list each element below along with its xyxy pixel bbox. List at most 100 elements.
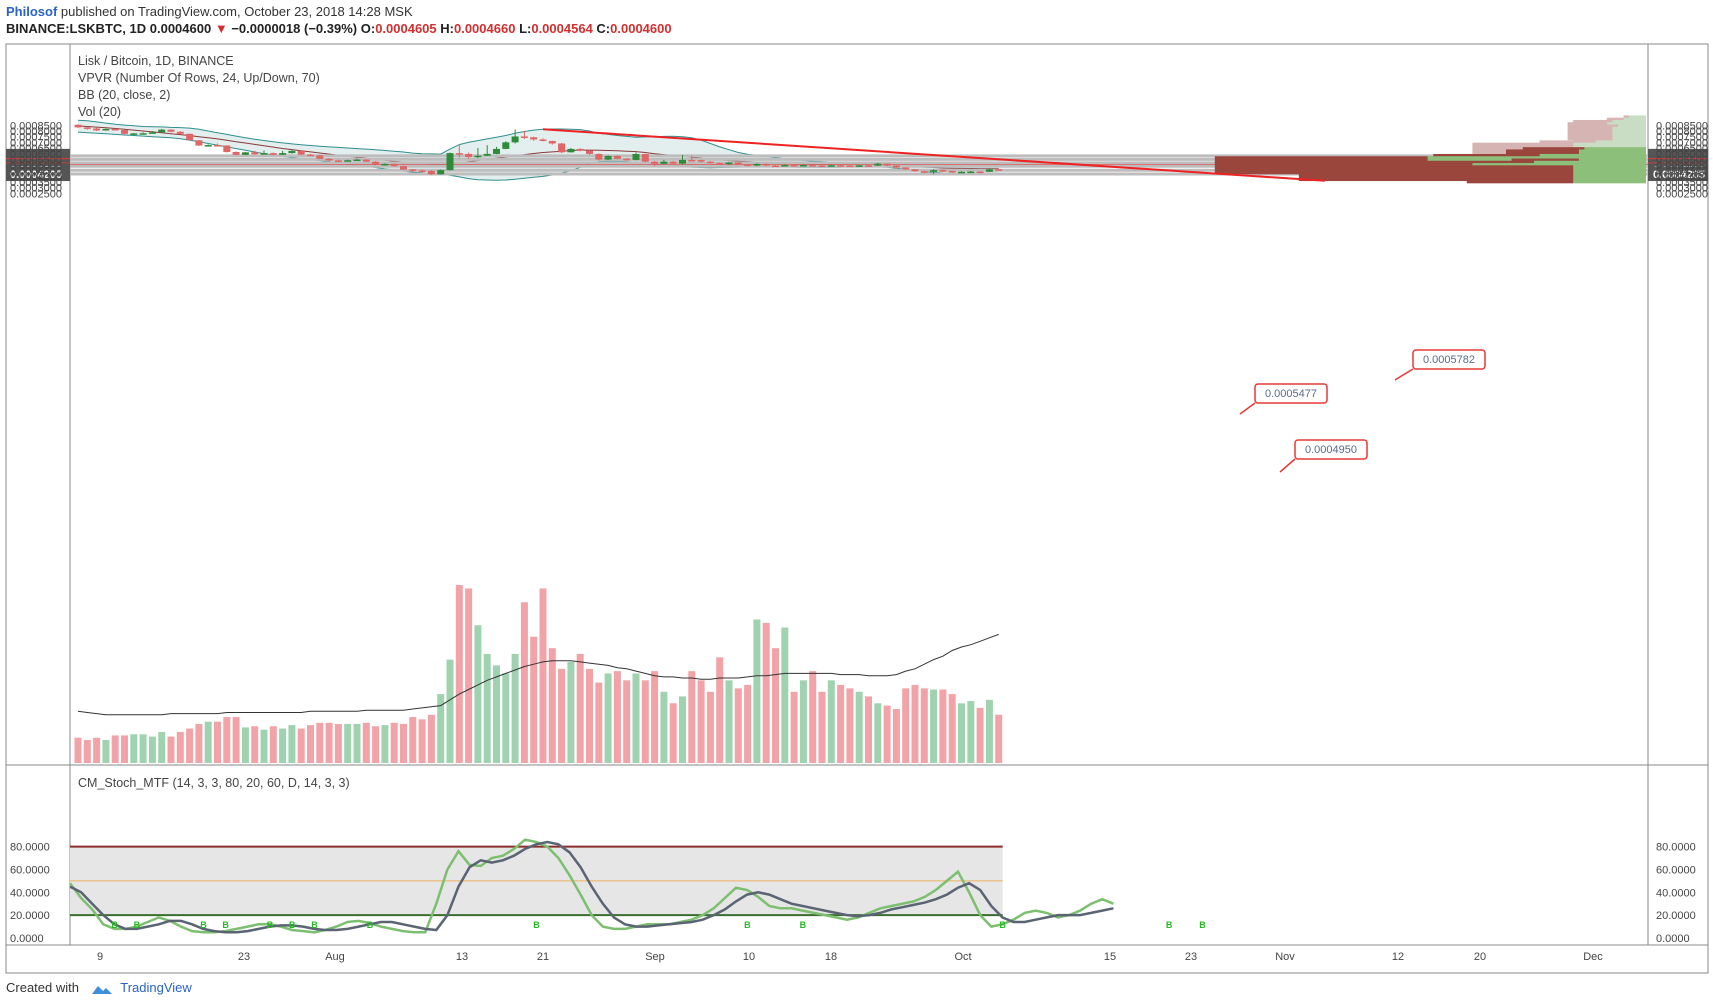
volume-bar [985, 699, 993, 763]
price-tick-right: 0.0006000 [1656, 149, 1708, 161]
volume-bar [167, 736, 175, 763]
callout-pointer [1394, 368, 1414, 381]
candle-body [716, 162, 724, 165]
candle-body [269, 153, 277, 155]
author-link[interactable]: Philosof [6, 4, 58, 19]
stoch-tick-left: 20.0000 [10, 910, 50, 922]
candle-body [781, 165, 789, 167]
buy-marker: B [267, 920, 274, 930]
volume-bar [595, 682, 603, 763]
candle-body [502, 142, 510, 149]
volume-bar [660, 691, 668, 763]
last-price: 0.0004600 [149, 21, 212, 36]
volume-bar [269, 726, 277, 763]
volume-bar [446, 659, 454, 763]
close-label: C: [596, 21, 611, 36]
volume-bar [427, 714, 435, 763]
volume-bar [883, 705, 891, 763]
candle-body [576, 148, 584, 151]
candle-body [418, 170, 426, 172]
price-tick-left: 0.0002500 [10, 188, 62, 200]
candle-body [772, 165, 779, 168]
candle-body [734, 162, 742, 165]
volume-bar [837, 684, 845, 763]
time-tick: Sep [645, 951, 665, 963]
volume-bar [809, 671, 817, 763]
price-tick-right: 0.0003500 [1656, 177, 1708, 189]
price-tick-right: 0.0002500 [1656, 188, 1708, 200]
candle-body [93, 128, 101, 131]
candle-body [586, 150, 593, 154]
candle-body [613, 155, 621, 159]
candle-body [102, 128, 110, 131]
candle-body [874, 163, 882, 166]
tradingview-link[interactable]: TradingView [120, 980, 192, 995]
candle-body [325, 158, 333, 161]
candle-body [920, 171, 928, 173]
candle-body [158, 129, 166, 133]
price-tick-left: 0.0008500 [10, 120, 62, 132]
candle-body [855, 165, 863, 167]
candle-body [204, 145, 212, 147]
volume-bar [948, 694, 956, 763]
price-tick-left: 0.0004500 [10, 166, 62, 178]
volume-bar [223, 717, 231, 763]
time-tick: 18 [825, 951, 837, 963]
stoch-tick-right: 40.0000 [1656, 887, 1696, 899]
volume-bar [362, 722, 370, 763]
volume-bar [679, 696, 686, 763]
candle-body [483, 153, 491, 156]
candle-body [372, 161, 380, 166]
time-tick: Nov [1275, 951, 1295, 963]
volume-bar [279, 728, 287, 763]
volume-bar [483, 653, 491, 763]
candle-body [995, 169, 1003, 171]
candle-body [427, 170, 435, 175]
volume-bar [307, 725, 314, 763]
volume-bar [121, 735, 128, 763]
candle-body [390, 163, 398, 167]
price-tick-left: 0.0004000 [10, 171, 62, 183]
volume-bar [641, 680, 649, 763]
time-tick: 9 [97, 951, 103, 963]
high-value: 0.0004660 [453, 21, 516, 36]
price-tick-left: 0.0006000 [10, 149, 62, 161]
volume-bar [762, 622, 770, 763]
candle-body [511, 136, 519, 143]
published-text: published on TradingView.com, October 23… [60, 4, 413, 19]
price-tick-left: 0.0007500 [10, 132, 62, 144]
tradingview-logo-icon [91, 985, 112, 994]
volume-bar [920, 688, 928, 763]
time-tick: 12 [1392, 951, 1404, 963]
buy-marker: B [999, 920, 1006, 930]
price-tick-left: 0.0005500 [10, 154, 62, 166]
time-tick: 21 [537, 951, 549, 963]
candle-body [353, 159, 361, 162]
volume-bar [613, 671, 621, 763]
price-tick-right: 0.0007500 [1656, 132, 1708, 144]
callout-box [1254, 383, 1328, 404]
volume-bar [232, 717, 240, 763]
level-label-left: 0.0004205 [10, 169, 62, 181]
price-tick-right: 0.0004000 [1656, 171, 1708, 183]
callout-pointer [1279, 458, 1296, 473]
legend-bb: BB (20, close, 2) [78, 88, 170, 102]
volume-bar [493, 665, 500, 763]
chart-frame [5, 43, 1709, 974]
candle-body [632, 154, 640, 160]
candle-body [902, 167, 910, 170]
candle-body [660, 161, 668, 164]
volume-bar [799, 680, 807, 763]
candle-body [381, 163, 389, 166]
volume-ma-line [77, 633, 999, 716]
candle-body [558, 143, 566, 153]
volume-bar [874, 703, 882, 763]
volume-bar [214, 721, 221, 763]
stoch-fast-line [69, 838, 1114, 934]
candle-body [223, 145, 231, 152]
level-label-left-bg-7 [6, 167, 70, 182]
volume-bar [260, 729, 268, 763]
price-tick-left: 0.0003500 [10, 177, 62, 189]
price-tick-right: 0.0005000 [1656, 160, 1708, 172]
